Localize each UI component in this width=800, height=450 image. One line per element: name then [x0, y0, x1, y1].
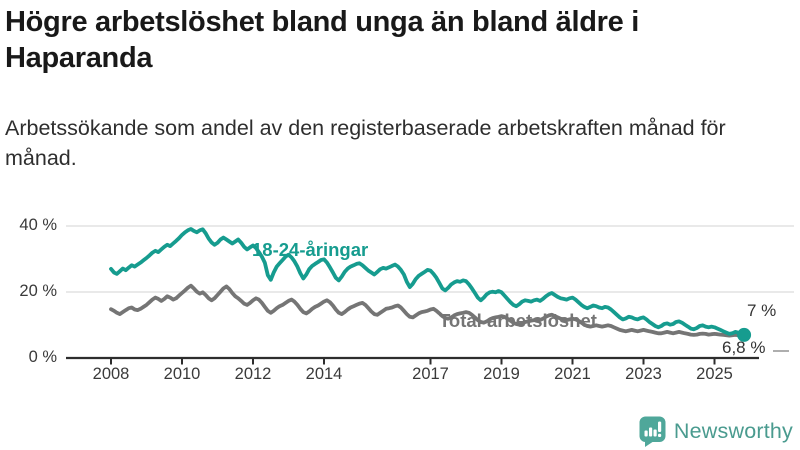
- y-axis-tick-label: 20 %: [19, 282, 57, 300]
- chart-title: Högre arbetslöshet bland unga än bland ä…: [5, 6, 639, 74]
- x-axis-tick-label: 2017: [412, 365, 449, 383]
- series-line-youth: [109, 227, 746, 337]
- newsworthy-icon: [639, 416, 666, 447]
- y-axis-tick-label: 40 %: [19, 216, 57, 234]
- x-axis-tick-label: 2010: [163, 365, 201, 383]
- end-value-label-youth: 7 %: [747, 301, 777, 320]
- x-axis-tick-label: 2023: [625, 365, 662, 383]
- newsworthy-wordmark: Newsworthy: [673, 418, 793, 443]
- chart-subtitle: Arbetssökande som andel av den registerb…: [5, 116, 726, 170]
- x-axis-tick-label: 2014: [305, 365, 343, 383]
- x-axis-tick-label: 2012: [234, 365, 272, 383]
- x-axis-tick-label: 2025: [696, 365, 733, 383]
- series-line-total: [109, 283, 746, 338]
- x-axis-tick-label: 2021: [554, 365, 591, 383]
- series-label-youth: 18-24-åringar: [252, 239, 369, 260]
- newsworthy-logo: Newsworthy: [639, 414, 793, 448]
- series-label-total: Total arbetslöshet: [439, 310, 597, 331]
- x-axis-tick-label: 2008: [92, 365, 130, 383]
- y-axis-tick-label: 0 %: [28, 348, 57, 366]
- endpoint-dot: [737, 327, 752, 342]
- x-axis-tick-label: 2019: [483, 365, 520, 383]
- end-value-label-total: 6,8 %: [722, 338, 766, 357]
